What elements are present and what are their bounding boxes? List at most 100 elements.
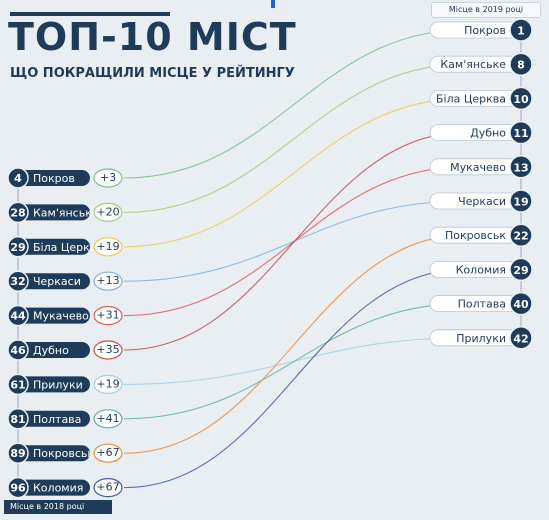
left-city-label: Прилуки [33, 378, 83, 391]
left-row: 46 Дубно +35 [7, 339, 123, 361]
left-rank-label: 4 [14, 172, 22, 185]
connector-line [123, 234, 466, 454]
left-rank-label: 28 [10, 206, 25, 219]
right-rank-label: 40 [513, 298, 529, 311]
left-rank-label: 29 [10, 241, 25, 254]
left-city-label: Коломия [33, 482, 83, 495]
right-rank-circle [509, 326, 533, 350]
right-rank-circle [509, 86, 533, 111]
left-rank-label: 44 [10, 310, 26, 323]
connector-line [123, 132, 466, 351]
left-city-label: Покров [33, 172, 75, 185]
left-city-pill [10, 410, 90, 427]
change-bubble [93, 271, 123, 291]
right-row: Покров 1 [429, 18, 533, 42]
right-rank-label: 11 [513, 127, 528, 140]
left-city-pill [10, 445, 90, 462]
right-city-label: Мукачево [450, 161, 506, 174]
left-row: 32 Черкаси +13 [7, 270, 123, 292]
left-rank-label: 32 [10, 275, 25, 288]
right-row: Прилуки 42 [429, 326, 533, 350]
left-city-pill [10, 342, 90, 358]
right-rank-circle [509, 291, 533, 316]
legend-2018: Місце в 2018 році [4, 500, 112, 514]
right-row: Мукачево 13 [429, 155, 533, 179]
left-row: 4 Покров +3 [7, 167, 123, 189]
change-bubble [93, 478, 123, 498]
right-rank-label: 10 [513, 93, 529, 106]
change-bubble [93, 409, 123, 429]
right-rank-label: 1 [517, 25, 525, 38]
page-title: ТОП-10 МІСТ [8, 15, 297, 59]
right-rank-label: 22 [513, 230, 528, 243]
legend-2019: Місце в 2019 році [431, 2, 541, 18]
right-city-label: Прилуки [456, 332, 506, 345]
left-city-pill [10, 307, 90, 324]
right-rank-circle [509, 155, 533, 179]
left-rank-circle [7, 236, 29, 258]
change-label: +19 [96, 240, 119, 253]
connector-line [123, 303, 466, 420]
left-rank-label: 81 [10, 413, 25, 426]
change-bubble [93, 374, 123, 394]
change-label: +67 [96, 481, 119, 494]
right-rank-label: 29 [513, 264, 528, 277]
right-city-label: Покров [464, 24, 506, 37]
left-row: 29 Біла Церква+19 [7, 236, 123, 258]
right-row: Коломия 29 [429, 257, 533, 282]
change-bubble [93, 237, 123, 257]
change-label: +13 [96, 274, 119, 287]
right-city-label: Полтава [458, 298, 506, 311]
left-rank-label: 46 [10, 344, 26, 357]
left-rank-circle [7, 339, 29, 361]
left-city-pill [10, 204, 90, 221]
change-bubble [93, 443, 123, 463]
right-city-label: Покровськ [445, 229, 506, 242]
left-row: 28 Кам'янське+20 [7, 201, 123, 224]
left-city-label: Дубно [33, 344, 69, 357]
connector-line [123, 29, 466, 179]
left-row: 61 Прилуки +19 [7, 373, 123, 396]
connector-line [123, 63, 466, 213]
change-bubble [93, 202, 123, 222]
left-rank-circle [7, 201, 29, 224]
left-rank-circle [7, 442, 29, 464]
left-row: 44 Мукачево +31 [7, 304, 123, 327]
right-rank-label: 8 [517, 59, 525, 72]
page-subtitle: ЩО ПОКРАЩИЛИ МІСЦЕ У РЕЙТИНГУ [10, 66, 295, 81]
right-row: Полтава 40 [429, 291, 533, 316]
change-label: +67 [96, 446, 119, 459]
right-city-label: Кам'янське [440, 58, 506, 71]
right-rank-circle [509, 257, 533, 282]
right-city-label: Черкаси [458, 195, 506, 208]
left-city-pill [10, 238, 90, 255]
left-city-label: Біла Церква [33, 241, 103, 254]
change-label: +41 [96, 412, 119, 425]
right-row: Черкаси 19 [429, 189, 533, 213]
left-rank-circle [7, 373, 29, 396]
right-row: Дубно 11 [429, 120, 533, 145]
change-label: +3 [100, 171, 116, 184]
left-city-pill [10, 479, 90, 496]
right-rank-circle [509, 189, 533, 213]
left-rank-label: 89 [10, 447, 25, 460]
right-rank-label: 42 [513, 332, 528, 345]
title-bar [10, 12, 170, 16]
change-bubble [93, 340, 123, 360]
right-city-label: Біла Церква [436, 92, 506, 105]
left-city-label: Мукачево [33, 310, 89, 323]
right-row: Біла Церква 10 [429, 86, 533, 111]
left-city-label: Черкаси [33, 275, 81, 288]
right-rank-circle [509, 223, 533, 247]
change-bubble [93, 168, 123, 188]
left-rank-circle [7, 167, 29, 189]
change-label: +19 [96, 377, 119, 390]
left-row: 89 Покровськ +67 [7, 442, 123, 464]
left-row: 81 Полтава +41 [7, 408, 123, 430]
left-rank-circle [7, 408, 29, 430]
change-label: +31 [96, 309, 119, 322]
left-rank-circle [7, 304, 29, 327]
left-rank-label: 96 [10, 482, 26, 495]
connector-line [123, 97, 466, 248]
